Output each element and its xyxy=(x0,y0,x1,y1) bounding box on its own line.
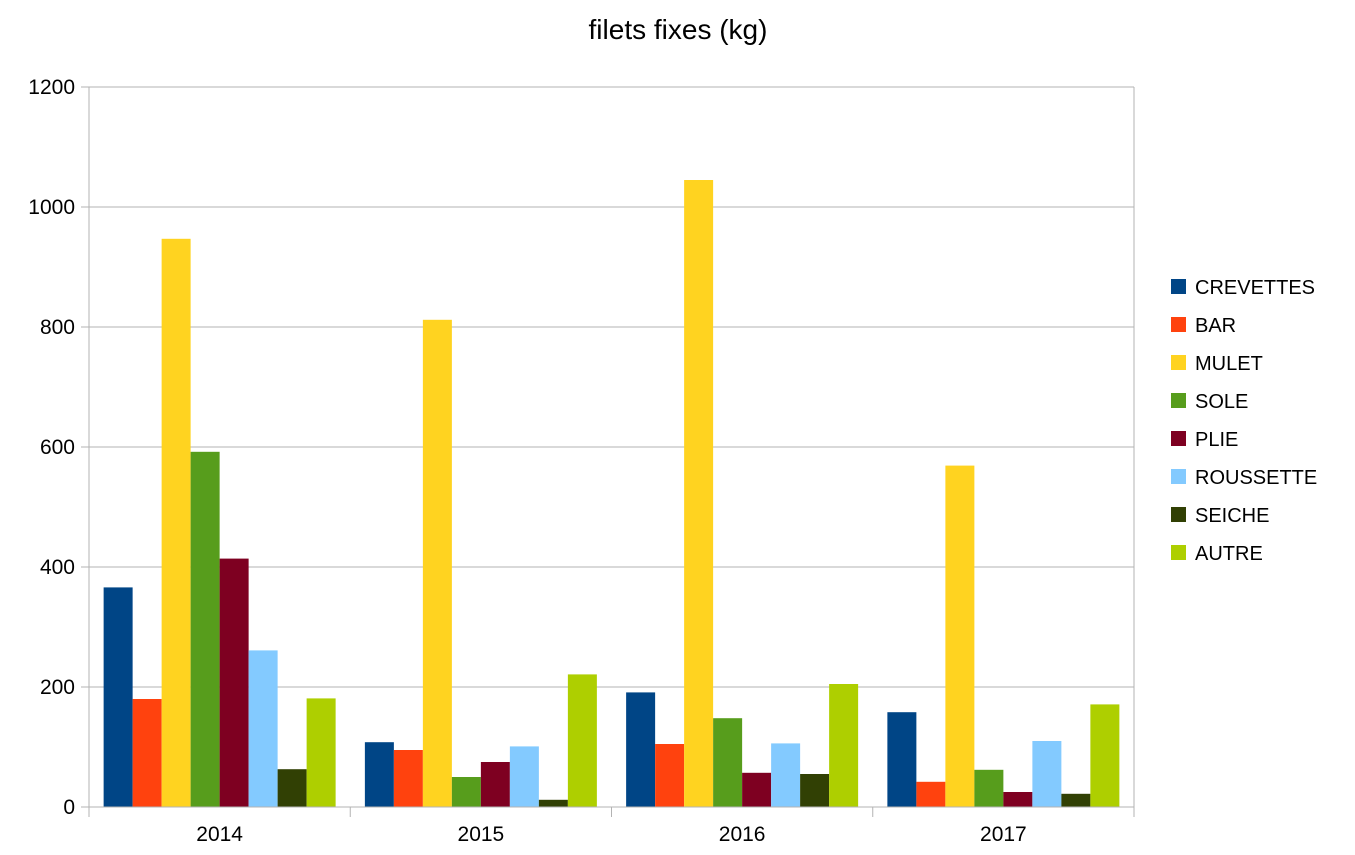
bar-plie-2014 xyxy=(219,558,249,807)
bar-crevettes-2014 xyxy=(103,587,133,807)
legend-label-crevettes: CREVETTES xyxy=(1195,277,1315,299)
bar-autre-2017 xyxy=(1090,704,1120,807)
legend-label-autre: AUTRE xyxy=(1195,543,1263,565)
bar-bar-2017 xyxy=(916,781,946,807)
bars xyxy=(103,180,1120,808)
bar-seiche-2015 xyxy=(538,799,568,807)
legend-label-mulet: MULET xyxy=(1195,353,1263,375)
y-tick-label: 0 xyxy=(63,796,75,819)
x-tick-label: 2015 xyxy=(458,823,505,846)
x-tick-label: 2014 xyxy=(196,823,243,846)
legend-swatch-bar xyxy=(1171,317,1186,332)
bar-roussette-2017 xyxy=(1032,741,1062,807)
y-tick-label: 1000 xyxy=(28,196,75,219)
legend-label-bar: BAR xyxy=(1195,315,1236,337)
bar-mulet-2016 xyxy=(684,180,714,807)
bar-sole-2017 xyxy=(974,769,1004,807)
bar-sole-2016 xyxy=(713,718,743,807)
bar-plie-2017 xyxy=(1003,792,1033,807)
bar-bar-2014 xyxy=(132,699,162,807)
legend-swatch-seiche xyxy=(1171,507,1186,522)
legend-swatch-sole xyxy=(1171,393,1186,408)
bar-autre-2016 xyxy=(829,684,859,807)
bar-bar-2016 xyxy=(655,744,685,807)
bar-bar-2015 xyxy=(393,750,423,807)
legend-swatch-crevettes xyxy=(1171,279,1186,294)
bar-roussette-2015 xyxy=(509,746,539,807)
bar-plie-2016 xyxy=(742,772,772,807)
bar-roussette-2014 xyxy=(248,650,278,807)
bar-autre-2015 xyxy=(567,674,597,807)
y-tick-label: 1200 xyxy=(28,76,75,99)
bar-mulet-2017 xyxy=(945,465,975,807)
y-tick-label: 400 xyxy=(40,556,75,579)
bar-plie-2015 xyxy=(480,762,510,807)
bar-mulet-2015 xyxy=(422,319,452,807)
bar-seiche-2016 xyxy=(800,774,830,807)
x-axis: 2014 2015 2016 2017 xyxy=(88,806,1135,846)
x-tick-label: 2016 xyxy=(719,823,766,846)
y-axis: 0 200 400 600 800 1000 1200 xyxy=(28,76,89,819)
bar-crevettes-2017 xyxy=(887,712,917,807)
bar-seiche-2014 xyxy=(277,769,307,807)
legend-label-seiche: SEICHE xyxy=(1195,505,1269,527)
bar-roussette-2016 xyxy=(771,743,801,807)
x-tick-label: 2017 xyxy=(980,823,1027,846)
legend-label-sole: SOLE xyxy=(1195,391,1248,413)
bar-autre-2014 xyxy=(306,698,336,807)
bar-sole-2014 xyxy=(190,451,220,807)
bar-mulet-2014 xyxy=(161,238,191,808)
bar-crevettes-2015 xyxy=(364,742,394,807)
legend-swatch-plie xyxy=(1171,431,1186,446)
legend-label-plie: PLIE xyxy=(1195,429,1238,451)
bar-seiche-2017 xyxy=(1061,793,1091,807)
y-tick-label: 200 xyxy=(40,676,75,699)
legend-swatch-roussette xyxy=(1171,469,1186,484)
bar-crevettes-2016 xyxy=(626,692,656,807)
legend: CREVETTES BAR MULET SOLE PLIE ROUSSETTE SEICHE… xyxy=(1171,277,1317,565)
legend-swatch-mulet xyxy=(1171,355,1186,370)
legend-swatch-autre xyxy=(1171,545,1186,560)
y-tick-label: 600 xyxy=(40,436,75,459)
legend-label-roussette: ROUSSETTE xyxy=(1195,467,1317,489)
y-tick-label: 800 xyxy=(40,316,75,339)
chart-title: filets fixes (kg) xyxy=(589,14,768,45)
bar-sole-2015 xyxy=(451,777,481,807)
